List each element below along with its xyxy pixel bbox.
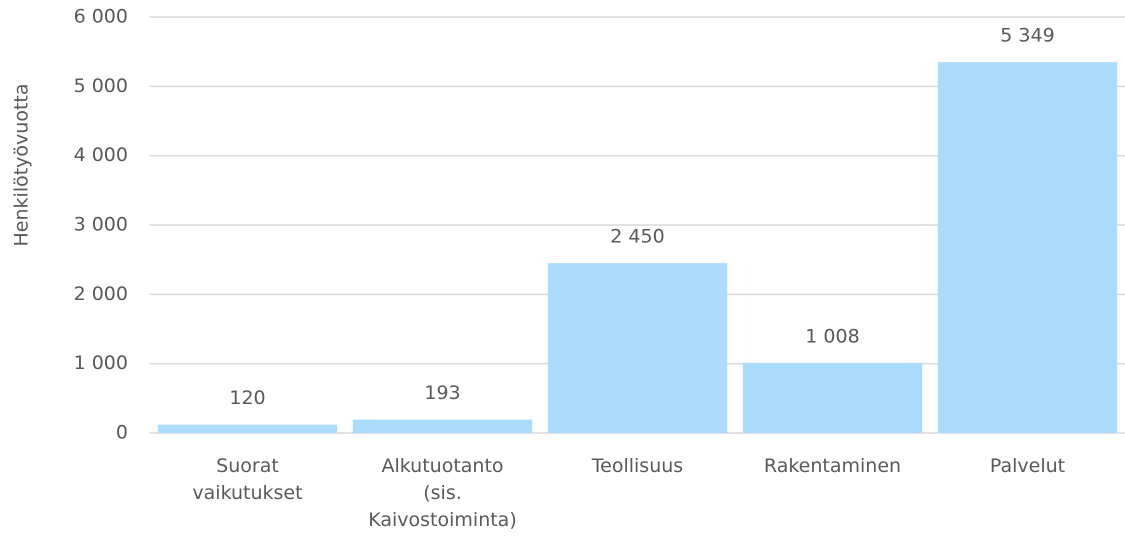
y-tick-label: 2 000 [74,283,128,305]
x-tick-label: Teollisuus [591,455,684,477]
y-tick-label: 6 000 [74,6,128,28]
bar [352,419,533,433]
data-label: 1 008 [805,326,859,348]
y-tick-label: 4 000 [74,144,128,166]
x-tick-label: Rakentaminen [763,455,902,477]
y-tick-label: 1 000 [74,352,128,374]
y-tick-label: 0 [116,422,128,444]
bar [547,263,728,433]
data-label: 5 349 [1000,25,1054,47]
x-tick-label: Suorat vaikutukset [192,455,303,504]
x-tick-label: Palvelut [989,455,1066,477]
bar [937,62,1118,434]
bar [742,363,923,433]
y-tick-label: 3 000 [74,214,128,236]
bar [157,424,338,433]
x-tick-label: Alkutuotanto (sis. Kaivostoiminta) [368,455,517,531]
data-label: 2 450 [610,226,664,248]
y-axis-label: Henkilötyövuotta [11,84,33,247]
data-label: 120 [229,387,265,409]
data-label: 193 [424,382,460,404]
y-tick-label: 5 000 [74,75,128,97]
